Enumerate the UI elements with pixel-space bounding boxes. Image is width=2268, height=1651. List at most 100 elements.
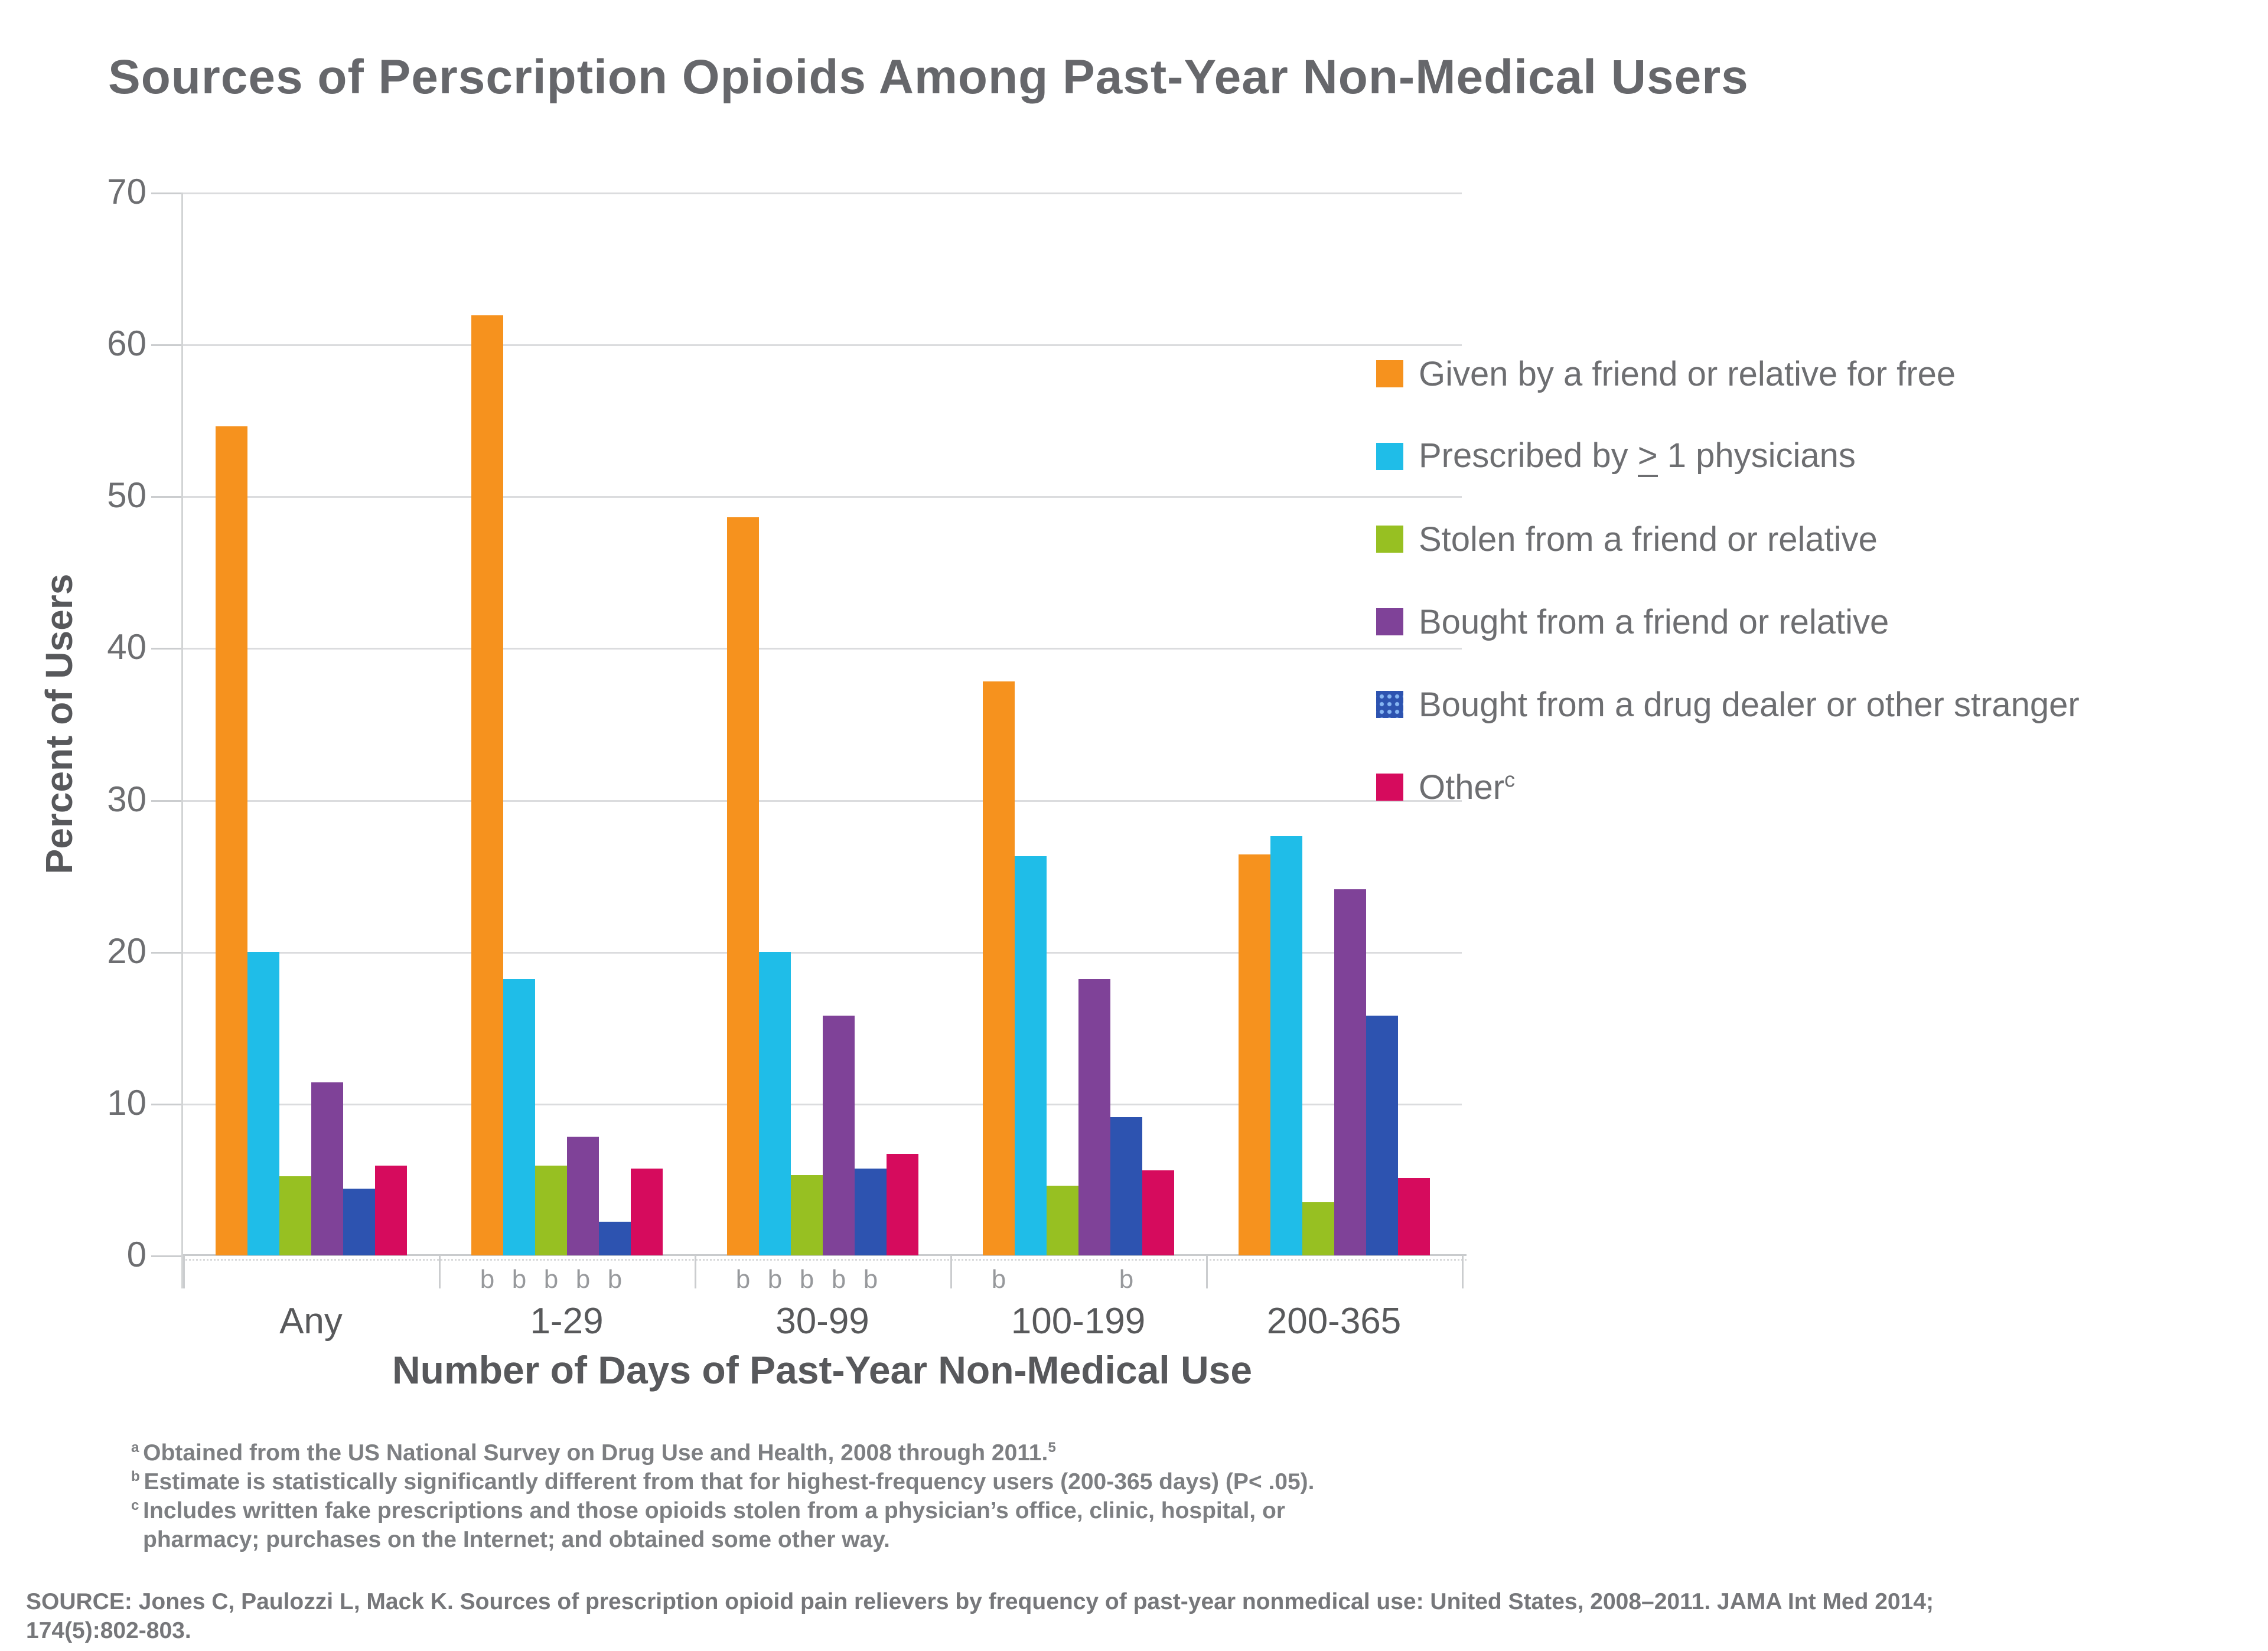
gridline-40 <box>183 648 1462 650</box>
gridline-70 <box>183 192 1462 194</box>
legend-label: Bought from a friend or relative <box>1419 602 1889 641</box>
footnote-a: a Obtained from the US National Survey o… <box>131 1440 1056 1466</box>
footnote-c: c Includes written fake prescriptions an… <box>131 1497 1285 1523</box>
bar-1-29-series3 <box>535 1166 567 1255</box>
bar-100-199-series5 <box>1110 1117 1142 1255</box>
bar-200-365-series2 <box>1270 836 1302 1255</box>
group-boundary-tick <box>695 1255 696 1288</box>
bar-100-199-series3 <box>1047 1186 1078 1255</box>
bar-Any-series2 <box>247 952 279 1255</box>
y-tick-label-20: 20 <box>107 931 146 971</box>
group-boundary-tick <box>950 1255 952 1288</box>
bar-100-199-series1 <box>983 681 1015 1255</box>
significance-marker: b <box>735 1265 751 1294</box>
legend-item-6: Otherc <box>1376 767 1516 807</box>
footnote-reference-number: 5 <box>1048 1440 1056 1456</box>
legend-item-5: Bought from a drug dealer or other stran… <box>1376 685 2080 724</box>
significance-marker: b <box>480 1265 495 1294</box>
group-boundary-tick <box>439 1255 441 1288</box>
bar-1-29-series4 <box>567 1137 599 1255</box>
group-boundary-tick <box>1462 1255 1464 1288</box>
bar-30-99-series3 <box>791 1175 823 1255</box>
bar-Any-series6 <box>375 1166 407 1255</box>
gridline-10 <box>183 1103 1462 1105</box>
significance-marker: b <box>543 1265 559 1294</box>
y-tick-mark <box>151 192 182 194</box>
bar-200-365-series6 <box>1398 1178 1430 1255</box>
legend-label: Bought from a drug dealer or other stran… <box>1419 685 2080 724</box>
y-axis-line <box>181 192 183 1288</box>
bar-1-29-series6 <box>631 1169 663 1255</box>
bar-100-199-series4 <box>1078 979 1110 1255</box>
legend-item-3: Stolen from a friend or relative <box>1376 520 1878 559</box>
y-tick-mark <box>151 496 182 498</box>
legend-swatch-icon <box>1376 774 1403 801</box>
legend-swatch-icon <box>1376 526 1403 553</box>
legend-swatch-icon <box>1376 608 1403 635</box>
y-tick-mark <box>151 951 182 954</box>
x-tick-label-100-199: 100-199 <box>1011 1301 1146 1342</box>
bar-30-99-series5 <box>855 1169 887 1255</box>
gridline-60 <box>183 344 1462 347</box>
bar-100-199-series6 <box>1142 1170 1174 1255</box>
bar-30-99-series2 <box>759 952 791 1255</box>
legend-item-4: Bought from a friend or relative <box>1376 602 1889 641</box>
significance-marker: b <box>511 1265 527 1294</box>
bar-1-29-series2 <box>503 979 535 1255</box>
legend-label: Stolen from a friend or relative <box>1419 520 1878 559</box>
y-tick-label-30: 30 <box>107 779 146 819</box>
bar-30-99-series6 <box>887 1154 918 1255</box>
x-axis-minor-ticks <box>181 1259 1467 1261</box>
x-tick-label-Any: Any <box>279 1301 343 1342</box>
legend-swatch-icon <box>1376 360 1403 387</box>
greater-equal-symbol: > <box>1637 439 1658 477</box>
y-tick-label-50: 50 <box>107 475 146 515</box>
legend-swatch-icon <box>1376 443 1403 470</box>
bar-200-365-series1 <box>1239 854 1270 1255</box>
bar-100-199-series2 <box>1015 856 1047 1255</box>
significance-marker: b <box>607 1265 623 1294</box>
y-tick-mark <box>151 648 182 650</box>
group-boundary-tick <box>183 1255 185 1288</box>
y-tick-mark <box>151 800 182 802</box>
legend-item-1: Given by a friend or relative for free <box>1376 354 1956 393</box>
bar-30-99-series4 <box>823 1016 855 1255</box>
x-tick-label-1-29: 1-29 <box>530 1301 604 1342</box>
y-tick-label-40: 40 <box>107 627 146 667</box>
footnotes: a Obtained from the US National Survey o… <box>131 1438 1315 1554</box>
significance-marker: b <box>831 1265 846 1294</box>
significance-marker: b <box>799 1265 814 1294</box>
source-citation: SOURCE: Jones C, Paulozzi L, Mack K. Sou… <box>26 1587 1934 1645</box>
y-tick-label-60: 60 <box>107 324 146 364</box>
y-tick-label-0: 0 <box>126 1235 146 1274</box>
bar-Any-series5 <box>343 1189 375 1255</box>
y-tick-mark <box>151 1103 182 1105</box>
footnote-b: b Estimate is statistically significantl… <box>131 1469 1315 1495</box>
legend-label: Prescribed by > 1 physicians <box>1419 436 1856 477</box>
group-boundary-tick <box>1206 1255 1208 1288</box>
y-tick-label-10: 10 <box>107 1082 146 1123</box>
x-tick-label-200-365: 200-365 <box>1266 1301 1402 1342</box>
gridline-30 <box>183 800 1462 802</box>
gridline-50 <box>183 496 1462 498</box>
x-axis-title: Number of Days of Past-Year Non-Medical … <box>392 1348 1253 1392</box>
y-axis-title: Percent of Users <box>38 573 80 875</box>
x-tick-label-30-99: 30-99 <box>775 1301 869 1342</box>
bar-200-365-series4 <box>1334 889 1366 1255</box>
footnote-continuation: pharmacy; purchases on the Internet; and… <box>143 1527 890 1552</box>
bar-200-365-series5 <box>1366 1016 1398 1255</box>
bar-200-365-series3 <box>1302 1202 1334 1255</box>
legend-label: Otherc <box>1419 767 1516 807</box>
legend-swatch-icon <box>1376 691 1403 718</box>
bar-Any-series1 <box>216 426 247 1255</box>
y-tick-mark <box>151 1255 182 1257</box>
bar-Any-series3 <box>279 1176 311 1255</box>
significance-marker: b <box>1119 1265 1134 1294</box>
significance-marker: b <box>575 1265 591 1294</box>
bar-1-29-series5 <box>599 1222 631 1255</box>
y-tick-mark <box>151 344 182 347</box>
bar-30-99-series1 <box>727 517 759 1255</box>
legend-label: Given by a friend or relative for free <box>1419 354 1956 393</box>
source-line-2: 174(5):802-803. <box>26 1618 191 1643</box>
